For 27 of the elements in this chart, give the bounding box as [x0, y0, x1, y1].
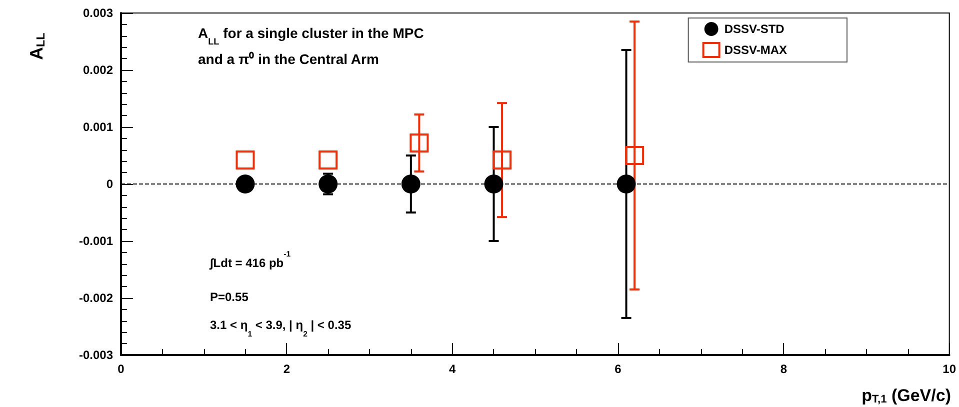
- point: [318, 174, 338, 194]
- point: [484, 174, 504, 194]
- x-tick-label: 2: [283, 362, 290, 376]
- y-tick-label: -0.002: [78, 291, 114, 305]
- y-tick-label: 0: [106, 177, 114, 191]
- point: [236, 174, 255, 194]
- x-tick-label: 4: [448, 362, 456, 376]
- point: [616, 174, 636, 194]
- x-tick-label: 0: [118, 362, 125, 376]
- y-tick-label: -0.003: [78, 348, 114, 362]
- y-axis-title: ALL: [26, 32, 48, 60]
- point: [236, 150, 255, 170]
- legend-label: DSSV-MAX: [724, 43, 788, 57]
- y-tick-label: -0.001: [78, 234, 114, 248]
- x-tick-label: 8: [780, 362, 788, 376]
- point: [401, 174, 420, 194]
- point: [492, 150, 512, 170]
- point: [410, 133, 429, 152]
- y-tick-label: 0.002: [82, 63, 114, 77]
- point: [625, 146, 644, 165]
- y-tick-label: 0.003: [82, 6, 114, 20]
- x-tick-label: 6: [614, 362, 622, 376]
- x-tick-label: 10: [942, 362, 956, 376]
- y-tick-label: 0.001: [82, 120, 114, 134]
- legend-label: DSSV-STD: [724, 22, 785, 36]
- point: [318, 150, 338, 170]
- annotation: P=0.55: [210, 290, 249, 304]
